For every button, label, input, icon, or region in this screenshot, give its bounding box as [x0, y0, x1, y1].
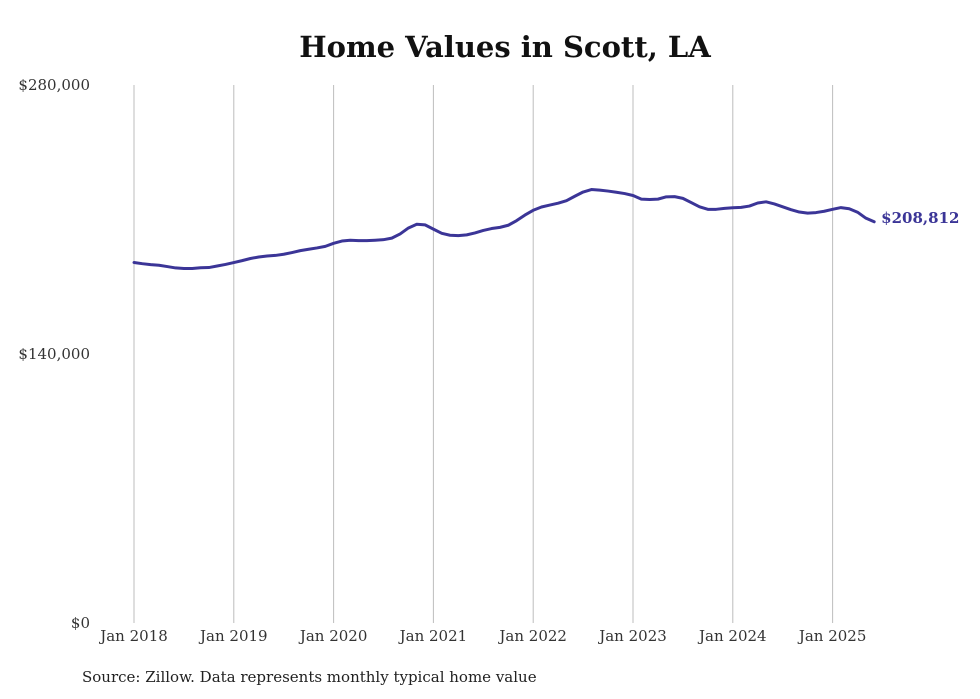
x-axis-ticks: Jan 2018 Jan 2019 Jan 2020 Jan 2021 Jan 2022… — [98, 627, 866, 645]
x-tick-label: Jan 2018 — [98, 627, 168, 645]
y-tick-label: $0 — [71, 614, 90, 632]
source-note: Source: Zillow. Data represents monthly … — [82, 668, 537, 686]
x-tick-label: Jan 2019 — [198, 627, 268, 645]
y-tick-label: $140,000 — [18, 345, 90, 363]
series-line — [132, 188, 876, 270]
x-tick-label: Jan 2021 — [398, 627, 468, 645]
x-tick-label: Jan 2023 — [597, 627, 667, 645]
x-tick-label: Jan 2020 — [298, 627, 368, 645]
y-tick-label: $280,000 — [18, 76, 90, 94]
x-tick-label: Jan 2022 — [497, 627, 567, 645]
series-layer — [132, 188, 876, 270]
chart-title: Home Values in Scott, LA — [299, 30, 711, 64]
end-value-label: $208,812 — [881, 209, 959, 227]
end-label-layer: $208,812 — [881, 209, 959, 227]
y-axis-ticks: $0 $140,000 $280,000 — [18, 76, 90, 632]
x-tick-label: Jan 2025 — [797, 627, 867, 645]
x-tick-label: Jan 2024 — [697, 627, 767, 645]
gridlines — [133, 85, 834, 623]
